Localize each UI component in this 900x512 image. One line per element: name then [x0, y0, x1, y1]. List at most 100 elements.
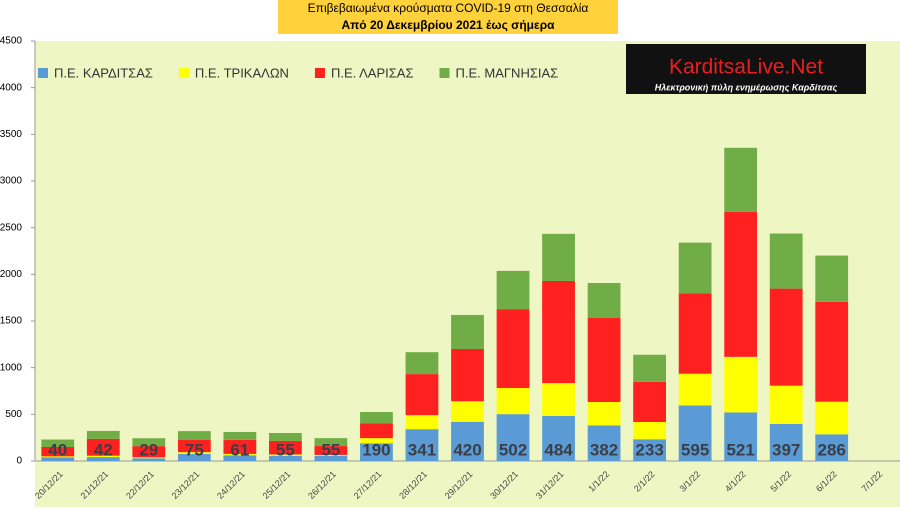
bar-segment: [405, 352, 439, 375]
bar-segment: [542, 415, 575, 461]
legend-label: Π.Ε. ΚΑΡΔΙΤΣΑΣ: [54, 65, 153, 80]
data-label: 61: [230, 440, 249, 459]
bar-segment: [314, 454, 348, 456]
bar-segment: [542, 280, 575, 384]
bar-segment: [587, 318, 621, 403]
bar-segment: [132, 446, 166, 458]
data-label: 341: [408, 440, 436, 459]
bar-segment: [587, 425, 621, 461]
data-label: 55: [321, 440, 340, 459]
bar-segment: [177, 440, 211, 453]
bar-segment: [269, 455, 302, 461]
bar-segment: [678, 242, 712, 294]
bar-segment: [132, 458, 166, 461]
bar-segment: [724, 356, 758, 413]
logo-name: KarditsaLive.Net: [669, 56, 823, 79]
logo-tagline: Ηλεκτρονική πύλη ενημέρωσης Καρδίτσας: [655, 82, 838, 92]
bar-segment: [542, 233, 575, 281]
bar-segment: [223, 431, 257, 440]
y-tick-label: 500: [5, 409, 22, 420]
bar-segment: [769, 385, 803, 424]
data-label: 40: [48, 440, 67, 459]
bar-segment: [360, 423, 393, 439]
bar-segment: [496, 388, 530, 415]
bar-segment: [269, 454, 302, 456]
bar-segment: [360, 438, 393, 444]
bar-segment: [496, 270, 530, 310]
bar-segment: [633, 421, 666, 440]
bar-segment: [496, 414, 530, 461]
bar-segment: [724, 147, 758, 212]
y-tick-label: 1500: [0, 316, 22, 327]
bar-segment: [405, 374, 439, 416]
legend-label: Π.Ε. ΛΑΡΙΣΑΣ: [331, 65, 414, 80]
bar-segment: [496, 309, 530, 389]
data-label: 233: [635, 440, 663, 459]
bar-segment: [177, 454, 211, 461]
chart-title: Επιβεβαιωμένα κρούσματα COVID-19 στη Θεσ…: [308, 1, 589, 15]
bar-segment: [86, 457, 120, 461]
bar-segment: [587, 402, 621, 426]
bar-segment: [269, 433, 302, 441]
bar-segment: [132, 438, 166, 447]
data-label: 286: [818, 440, 846, 459]
bar-segment: [451, 401, 484, 422]
bar-segment: [360, 443, 393, 461]
bar-segment: [678, 373, 712, 406]
data-label: 420: [453, 440, 481, 459]
y-tick-label: 0: [16, 456, 22, 467]
bar-segment: [86, 430, 120, 439]
bar-segment: [360, 412, 393, 424]
bar-segment: [41, 447, 75, 457]
bar-segment: [41, 456, 75, 458]
legend-swatch: [439, 68, 450, 78]
data-label: 42: [94, 440, 113, 459]
bar-segment: [769, 288, 803, 386]
bar-segment: [542, 383, 575, 416]
bar-segment: [451, 314, 484, 349]
bar-segment: [223, 453, 257, 456]
bar-segment: [223, 455, 257, 461]
legend-swatch: [38, 68, 48, 78]
bar-segment: [815, 434, 849, 461]
bar-segment: [451, 421, 484, 461]
bar-segment: [314, 455, 348, 461]
data-label: 382: [590, 440, 618, 459]
bar-segment: [223, 439, 257, 454]
bar-segment: [86, 438, 120, 456]
y-tick-label: 4500: [0, 36, 22, 47]
bar-segment: [678, 293, 712, 374]
bar-segment: [314, 446, 348, 455]
bar-segment: [724, 412, 758, 461]
bar-segment: [815, 301, 849, 402]
chart-subtitle: Από 20 Δεκεμβρίου 2021 έως σήμερα: [341, 18, 555, 32]
bar-segment: [451, 349, 484, 402]
bar-segment: [633, 381, 666, 422]
data-label: 29: [139, 440, 158, 459]
data-label: 595: [681, 440, 709, 459]
data-label: 502: [499, 440, 527, 459]
bar-segment: [678, 405, 712, 461]
data-label: 75: [185, 440, 204, 459]
bar-segment: [132, 457, 166, 459]
bar-segment: [41, 457, 75, 461]
bar-segment: [86, 455, 120, 458]
bar-segment: [815, 255, 849, 302]
y-tick-label: 1000: [0, 362, 22, 373]
y-tick-label: 4000: [0, 82, 22, 93]
legend-label: Π.Ε. ΜΑΓΝΗΣΙΑΣ: [456, 65, 559, 80]
logo-box: [626, 44, 866, 94]
title-box: [278, 0, 618, 34]
y-tick-label: 3500: [0, 129, 22, 140]
data-label: 484: [544, 440, 573, 459]
y-tick-label: 2500: [0, 222, 22, 233]
bar-segment: [41, 439, 75, 447]
data-label: 397: [772, 440, 800, 459]
data-label: 190: [362, 440, 390, 459]
y-tick-label: 2000: [0, 269, 22, 280]
bar-segment: [587, 283, 621, 319]
bar-segment: [769, 423, 803, 461]
bar-segment: [633, 439, 666, 461]
bar-segment: [769, 233, 803, 289]
